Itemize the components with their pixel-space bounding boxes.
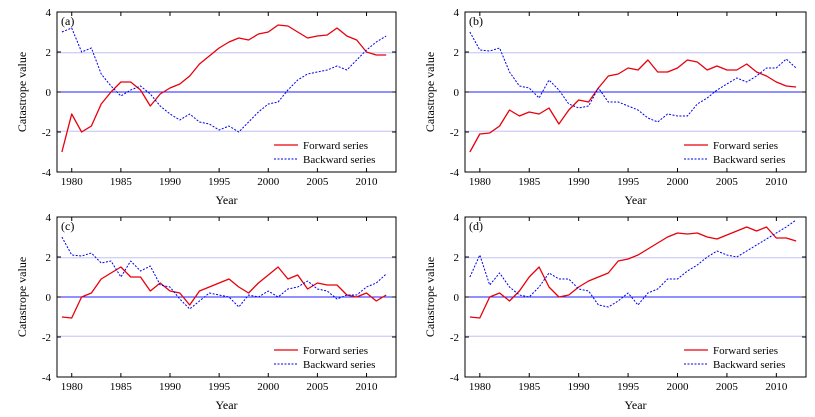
x-tick-label: 1995 [208, 176, 231, 188]
backward-series-line [61, 27, 387, 133]
x-axis-label: Year [624, 398, 646, 412]
x-tick-label: 2010 [356, 381, 379, 393]
y-tick-label: 2 [46, 47, 52, 59]
y-tick-label: 4 [454, 7, 460, 19]
x-tick-label: 2000 [257, 381, 280, 393]
x-tick-label: 2000 [667, 176, 690, 188]
x-tick-label: 2010 [356, 176, 379, 188]
y-axis-label: Catastrope value [15, 257, 29, 337]
x-tick-label: 1980 [469, 176, 492, 188]
x-axis-label: Year [215, 398, 237, 412]
legend-entry: Backward series [303, 154, 375, 166]
legend-entry: Forward series [713, 345, 778, 357]
y-tick-label: 4 [46, 212, 52, 224]
panel-label: (a) [61, 14, 74, 28]
panel-label: (d) [469, 219, 483, 233]
x-tick-label: 1980 [469, 381, 492, 393]
x-tick-label: 2010 [765, 176, 788, 188]
forward-series-line [469, 226, 797, 319]
legend-entry: Backward series [303, 359, 375, 371]
panel-c: -4 -2 0 2 4 1980 1985 1990 1995 2000 2005 2010 (c) Ye… [15, 212, 397, 412]
x-axis-label: Year [624, 193, 646, 207]
y-tick-label: -4 [42, 167, 52, 179]
y-tick-label: -2 [42, 332, 51, 344]
panel-a: -4 -2 0 2 4 1980 1985 1990 1995 2000 2005 2010 (a) Ye… [15, 7, 397, 207]
x-tick-label: 2005 [306, 176, 329, 188]
forward-series-line [469, 59, 797, 153]
forward-series-line [61, 24, 387, 153]
legend-entry: Backward series [713, 154, 785, 166]
x-tick-label: 1995 [208, 381, 231, 393]
x-tick-label: 1980 [61, 176, 84, 188]
x-tick-label: 1995 [617, 381, 640, 393]
legend-entry: Forward series [303, 140, 368, 152]
legend-entry: Forward series [713, 140, 778, 152]
x-tick-label: 1990 [159, 381, 182, 393]
y-tick-label: 2 [454, 252, 460, 264]
backward-series-line [61, 236, 387, 310]
legend-entry: Forward series [303, 345, 368, 357]
x-axis-label: Year [215, 193, 237, 207]
y-tick-label: 0 [46, 87, 52, 99]
y-axis-label: Catastrope value [15, 52, 29, 132]
y-tick-label: -2 [42, 127, 51, 139]
y-tick-label: 2 [46, 252, 52, 264]
x-tick-label: 1985 [518, 381, 541, 393]
x-tick-label: 1990 [568, 381, 591, 393]
backward-series-line [469, 219, 797, 308]
y-tick-label: 0 [46, 292, 52, 304]
y-tick-label: -4 [450, 372, 460, 384]
y-axis-label: Catastrope value [423, 52, 437, 132]
y-tick-label: 4 [46, 7, 52, 19]
x-tick-label: 1990 [568, 176, 591, 188]
y-tick-label: 0 [454, 292, 460, 304]
panel-d: -4 -2 0 2 4 1980 1985 1990 1995 2000 2005 2010 (d) Ye… [423, 212, 807, 412]
x-tick-label: 2005 [716, 176, 739, 188]
x-tick-label: 2010 [765, 381, 788, 393]
legend-entry: Backward series [713, 359, 785, 371]
x-tick-label: 1990 [159, 176, 182, 188]
y-tick-label: 2 [454, 47, 460, 59]
y-tick-label: -2 [450, 127, 459, 139]
y-tick-label: -2 [450, 332, 459, 344]
x-tick-label: 1985 [110, 176, 133, 188]
panel-label: (c) [61, 219, 74, 233]
y-tick-label: -4 [42, 372, 52, 384]
x-tick-label: 2005 [306, 381, 329, 393]
panel-b: -4 -2 0 2 4 1980 1985 1990 1995 2000 2005 2010 (b) Ye… [423, 7, 807, 207]
y-tick-label: 0 [454, 87, 460, 99]
backward-series-line [469, 31, 797, 123]
y-tick-label: -4 [450, 167, 460, 179]
x-tick-label: 1985 [110, 381, 133, 393]
panel-label: (b) [469, 14, 483, 28]
x-tick-label: 2000 [667, 381, 690, 393]
y-tick-label: 4 [454, 212, 460, 224]
y-axis-label: Catastrope value [423, 257, 437, 337]
x-tick-label: 1995 [617, 176, 640, 188]
x-tick-label: 2005 [716, 381, 739, 393]
forward-series-line [61, 266, 387, 319]
x-tick-label: 1980 [61, 381, 84, 393]
x-tick-label: 1985 [518, 176, 541, 188]
x-tick-label: 2000 [257, 176, 280, 188]
